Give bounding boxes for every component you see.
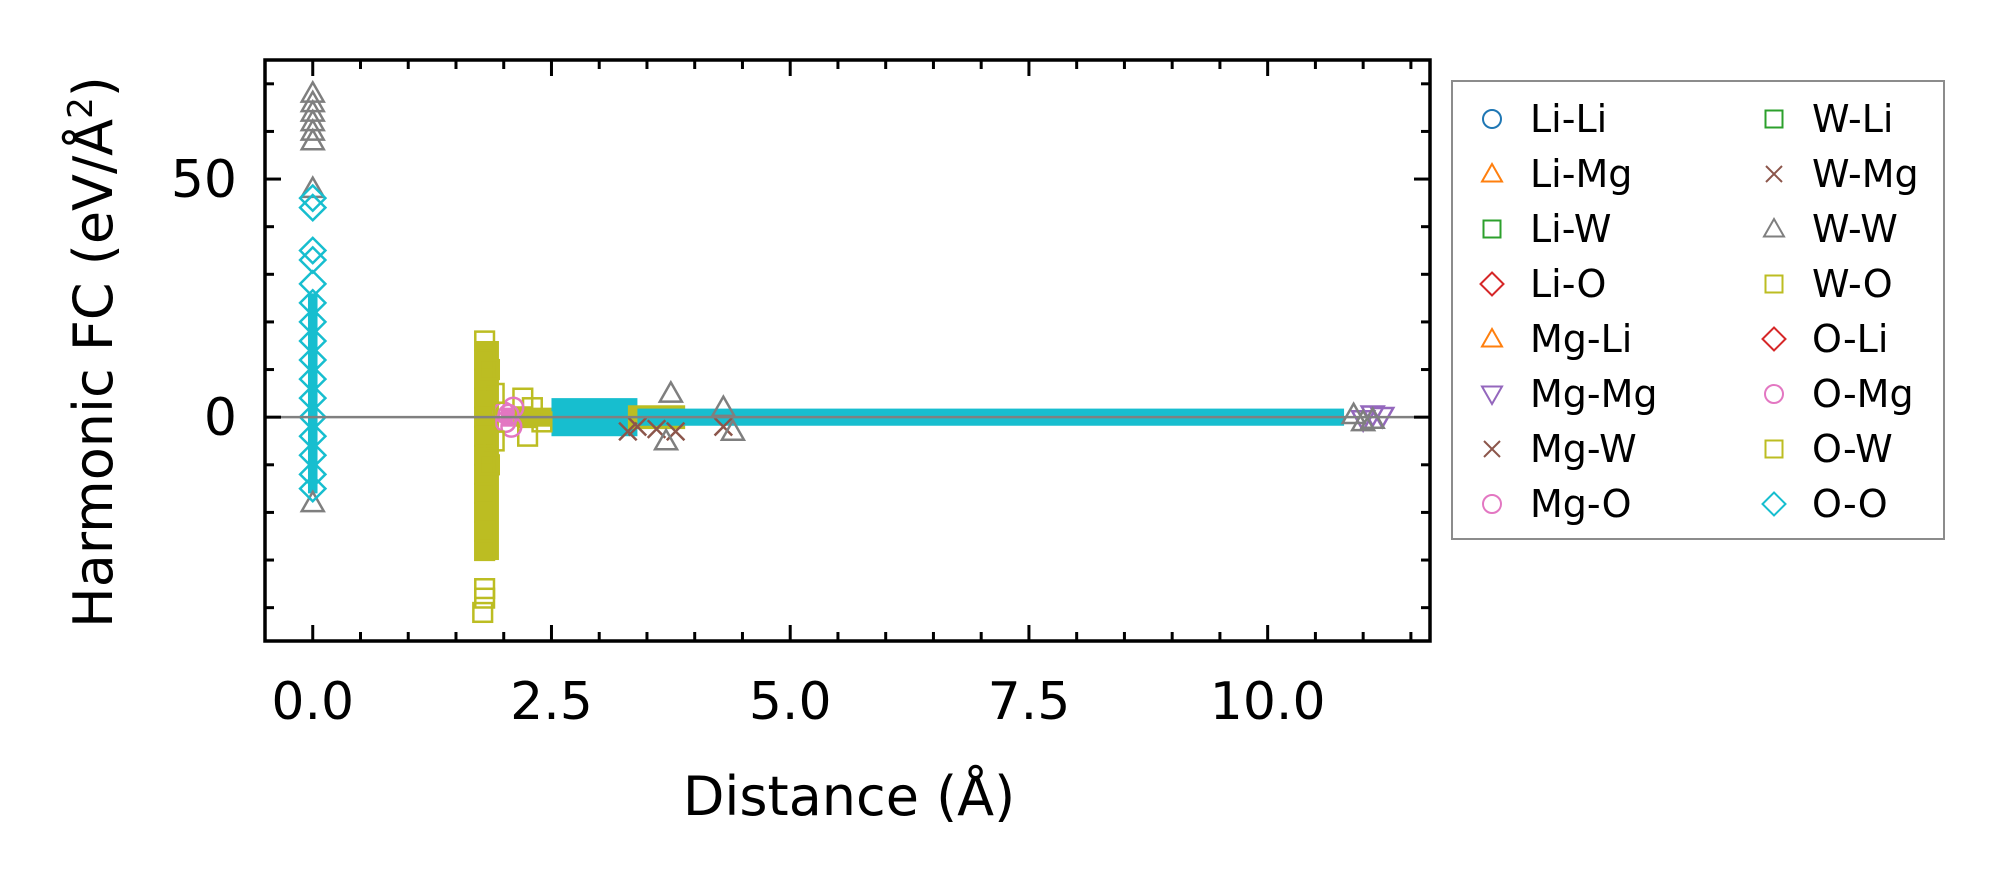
legend-marker-li-li [1482,109,1502,129]
legend-marker-o-li [1761,326,1787,352]
legend-label-o-mg: O-Mg [1812,372,1914,416]
legend-label-li-w: Li-W [1530,207,1611,251]
point-w-w-7 [299,489,326,513]
legend-label-w-w: W-W [1812,207,1898,251]
legend-label-o-li: O-Li [1812,317,1888,361]
point-o-w-16 [478,454,501,476]
legend-label-w-li: W-Li [1812,97,1893,141]
point-w-w-6 [299,175,326,199]
x-tick-label: 10.0 [1210,672,1326,732]
point-o-w-17 [483,382,505,404]
y-tick-label: 0 [204,388,237,448]
point-o-o-10 [298,383,328,413]
point-w-o-3 [531,411,553,433]
legend-marker-mg-li [1480,326,1504,348]
point-o-o-6 [298,307,328,337]
legend: Li-Li Li-Mg Li-W Li-O Mg-Li Mg-Mg Mg-W Mg-O W-Li… [1451,80,1945,540]
point-o-o-2 [298,236,328,265]
legend-marker-w-w [1762,216,1786,238]
point-w-w-5 [299,127,326,151]
legend-label-w-mg: W-Mg [1812,152,1919,196]
legend-marker-mg-w [1483,440,1501,458]
x-tick-label: 2.5 [510,672,593,732]
legend-marker-o-w [1764,439,1784,459]
legend-marker-w-o [1764,274,1784,294]
y-tick-labels: 0 50 [171,150,237,448]
legend-marker-li-w [1482,219,1502,239]
legend-label-li-li: Li-Li [1530,97,1607,141]
dense-point-bands [307,293,1345,561]
point-w-w-12 [1350,408,1377,432]
legend-entries: Li-Li Li-Mg Li-W Li-O Mg-Li Mg-Mg Mg-W Mg-O W-Li… [1479,97,1919,526]
y-axis-title: Harmonic FC (eV/Å2) [61,76,125,628]
point-mg-w-1 [627,417,648,437]
point-o-o-4 [298,269,328,299]
point-o-o-12 [298,421,328,451]
point-w-w-11 [719,417,747,441]
point-mg-w-0 [618,421,638,442]
legend-label-li-mg: Li-Mg [1530,152,1632,196]
axis-ticks [265,60,1430,641]
point-o-o-0 [298,183,328,213]
plot-area-frame [263,58,1432,643]
x-tick-labels: 0.0 2.5 5.0 7.5 10.0 [271,672,1325,732]
legend-label-mg-mg: Mg-Mg [1530,372,1658,416]
legend-label-o-o: O-O [1812,482,1888,526]
point-o-o-14 [298,459,328,489]
legend-label-w-o: W-O [1812,262,1893,306]
y-tick-label: 50 [171,150,237,210]
x-tick-label: 7.5 [988,672,1071,732]
point-w-w-8 [657,379,684,403]
legend-marker-mg-mg [1480,385,1504,407]
point-o-w-11 [474,539,496,562]
legend-label-mg-w: Mg-W [1530,427,1637,471]
point-mg-w-4 [713,417,734,437]
point-o-w-14 [472,601,494,624]
y-axis-title-superscript: 2 [61,97,101,119]
legend-marker-li-o [1479,271,1505,297]
legend-label-mg-o: Mg-O [1530,482,1632,526]
point-o-w-15 [478,358,501,381]
legend-label-o-w: O-W [1812,427,1893,471]
legend-label-mg-li: Mg-Li [1530,317,1632,361]
point-o-o-7 [298,326,328,356]
point-w-o-1 [517,425,539,447]
point-o-o-3 [298,245,328,275]
scatter-points [298,79,1396,624]
point-o-o-13 [298,440,328,470]
point-o-o-11 [298,402,328,432]
point-w-w-10 [710,394,737,418]
x-tick-label: 0.0 [271,672,354,732]
point-o-w-13 [474,587,496,609]
legend-frame [1451,80,1945,540]
point-o-o-9 [298,364,328,394]
x-axis-title: Distance (Å) [683,764,1015,828]
legend-marker-w-mg [1765,165,1783,183]
point-w-w-14 [1340,401,1367,425]
point-o-o-8 [298,345,328,375]
point-o-w-18 [483,430,505,452]
point-o-o-15 [298,474,328,504]
point-w-w-4 [299,117,326,141]
legend-marker-li-mg [1480,161,1504,183]
legend-marker-w-li [1764,109,1784,129]
y-axis-title-close: ) [62,76,125,97]
point-o-o-1 [298,193,328,223]
legend-marker-o-mg [1764,384,1784,404]
point-w-w-9 [652,427,680,451]
legend-marker-mg-o [1482,494,1502,514]
x-tick-label: 5.0 [749,672,832,732]
legend-label-li-o: Li-O [1530,262,1606,306]
y-axis-title-main: Harmonic FC (eV/Å [61,119,125,628]
point-o-o-5 [298,288,328,318]
legend-marker-o-o [1761,491,1787,517]
